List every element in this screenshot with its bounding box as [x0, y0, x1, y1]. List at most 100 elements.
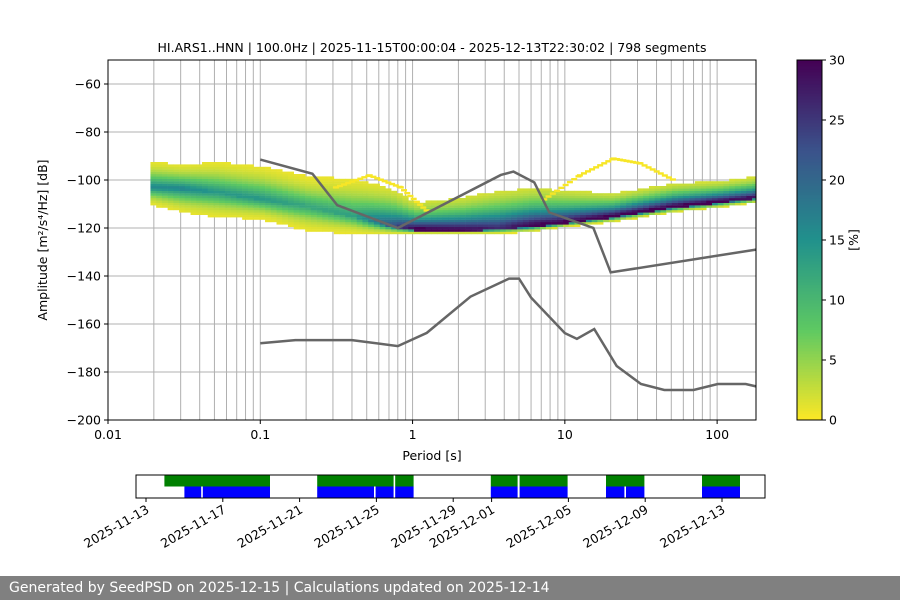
density-cell [580, 202, 587, 206]
density-cell [671, 188, 678, 191]
density-cell [459, 210, 466, 213]
density-cell [465, 198, 472, 201]
density-cell [167, 181, 174, 184]
density-cell [534, 217, 541, 220]
density-cell [528, 202, 535, 206]
colorbar-segment [797, 117, 822, 121]
density-cell [345, 229, 352, 232]
density-cell [156, 174, 163, 177]
density-cell [167, 169, 174, 172]
density-cell [511, 219, 518, 223]
density-cell [356, 181, 363, 184]
density-cell [419, 207, 426, 211]
density-cell [626, 202, 633, 206]
density-cell [270, 205, 277, 208]
density-cell [563, 210, 570, 213]
density-cell [287, 222, 295, 225]
density-cell [700, 202, 707, 206]
density-cell [459, 217, 466, 220]
colorbar-segment [797, 261, 822, 265]
density-cell [242, 198, 249, 201]
density-cell [196, 202, 203, 206]
density-cell [465, 226, 472, 230]
density-cell [551, 210, 558, 213]
availability-blue-bar [490, 486, 518, 498]
density-cell [402, 205, 409, 208]
density-cell [253, 190, 260, 194]
density-cell [528, 210, 535, 213]
density-cell [219, 205, 226, 208]
colorbar-segment [797, 345, 822, 349]
density-cell [282, 195, 289, 199]
density-cell [597, 193, 604, 196]
density-cell [436, 222, 443, 225]
density-cell [173, 207, 180, 211]
density-cell [563, 219, 570, 223]
density-cell [253, 195, 260, 199]
density-cell [207, 176, 214, 179]
colorbar-segment [797, 222, 822, 226]
density-cell [322, 195, 329, 199]
density-cell [723, 195, 730, 199]
density-cell [414, 229, 421, 232]
density-cell [574, 202, 581, 206]
density-cell [465, 200, 472, 203]
density-cell [522, 229, 529, 232]
density-cell [368, 200, 375, 203]
density-cell [270, 190, 277, 194]
density-cell [574, 214, 581, 218]
density-cell [391, 195, 398, 199]
density-cell [694, 195, 701, 199]
density-cell [551, 207, 558, 211]
density-cell [694, 198, 701, 201]
colorbar-segment [797, 111, 822, 115]
density-cell [414, 226, 421, 230]
density-cell [477, 226, 484, 230]
density-cell [408, 224, 415, 227]
density-cell [184, 171, 191, 175]
density-cell [448, 214, 455, 218]
density-cell [236, 205, 243, 208]
density-cell [528, 229, 535, 232]
density-cell [190, 188, 197, 191]
density-cell [322, 181, 329, 184]
density-cell [425, 202, 432, 206]
colorbar-segment [797, 270, 822, 274]
density-cell [442, 229, 449, 232]
density-cell [196, 176, 203, 179]
density-cell [287, 219, 295, 223]
density-cell [299, 193, 306, 196]
density-cell [322, 186, 329, 189]
density-cell [499, 217, 507, 220]
density-cell [356, 183, 363, 187]
density-cell [511, 212, 518, 215]
density-cell [385, 210, 392, 213]
density-cell [603, 217, 610, 220]
density-cell [236, 186, 243, 189]
outlier-cell [558, 186, 565, 190]
density-cell [213, 174, 220, 177]
density-cell [373, 195, 380, 199]
density-cell [236, 171, 243, 175]
density-cell [712, 186, 719, 189]
density-cell [362, 229, 369, 232]
density-cell [391, 190, 398, 194]
density-cell [219, 210, 226, 213]
density-cell [666, 195, 673, 199]
density-cell [190, 190, 197, 194]
density-cell [316, 217, 323, 220]
density-cell [740, 195, 747, 199]
density-cell [511, 207, 518, 211]
density-cell [677, 200, 684, 203]
density-cell [580, 195, 587, 199]
density-cell [287, 214, 295, 218]
density-cell [585, 219, 592, 223]
density-cell [373, 214, 380, 218]
density-cell [190, 169, 197, 172]
density-cell [287, 176, 295, 179]
density-cell [247, 214, 254, 218]
density-cell [666, 200, 673, 203]
density-cell [156, 178, 163, 182]
density-cell [379, 205, 386, 208]
density-cell [310, 224, 317, 227]
